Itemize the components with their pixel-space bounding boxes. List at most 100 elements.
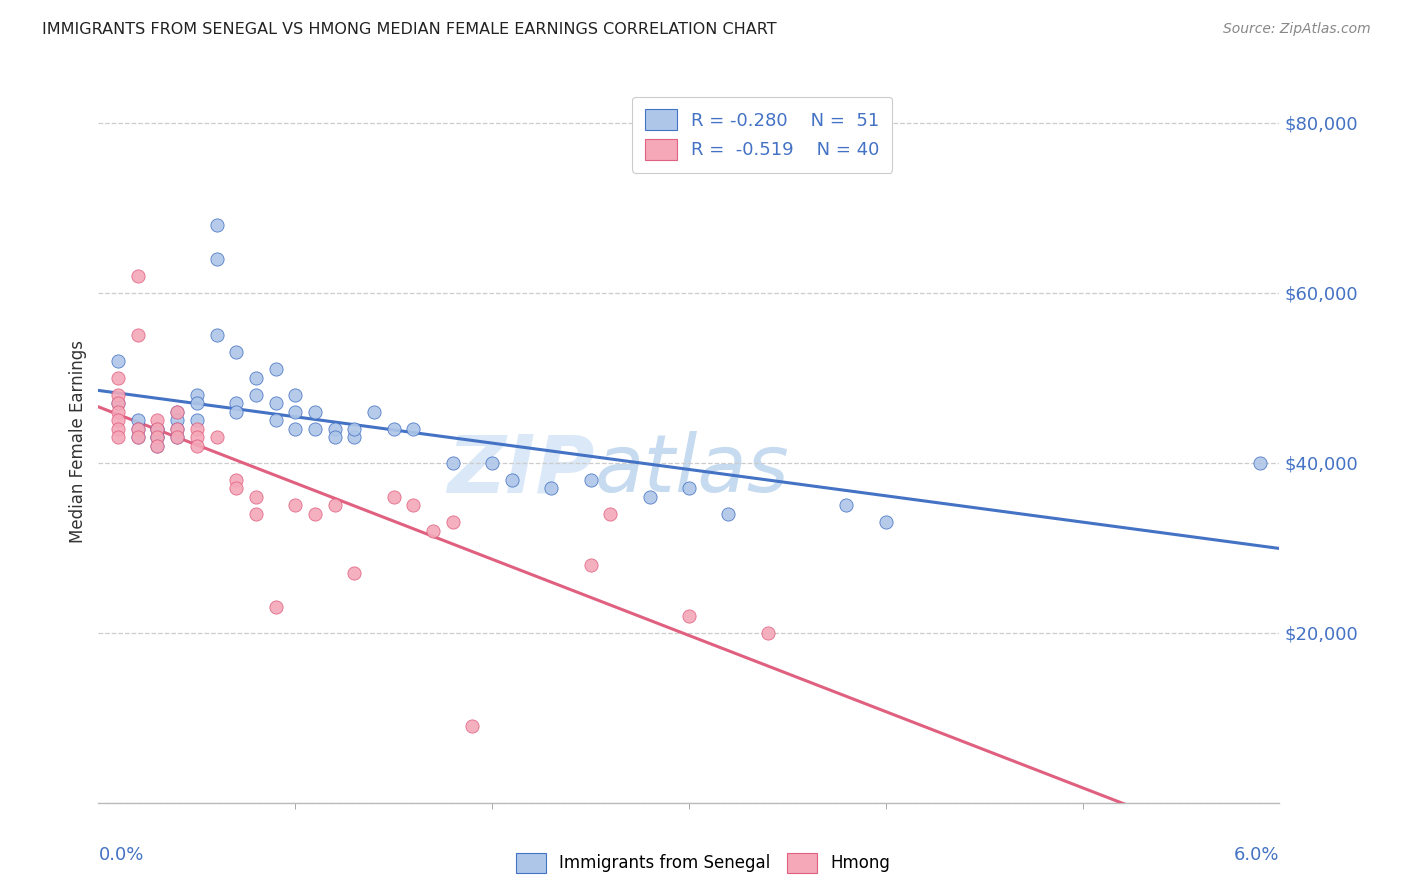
Point bbox=[284, 422, 307, 436]
Point bbox=[304, 422, 326, 436]
Point bbox=[107, 371, 129, 385]
Text: 0.0%: 0.0% bbox=[98, 847, 143, 864]
Point bbox=[756, 625, 779, 640]
Point bbox=[127, 422, 149, 436]
Point bbox=[599, 507, 621, 521]
Point bbox=[127, 422, 149, 436]
Point bbox=[205, 328, 228, 343]
Point bbox=[422, 524, 444, 538]
Legend: R = -0.280    N =  51, R =  -0.519    N = 40: R = -0.280 N = 51, R = -0.519 N = 40 bbox=[631, 96, 893, 172]
Point bbox=[127, 328, 149, 343]
Point bbox=[245, 371, 267, 385]
Point bbox=[166, 422, 188, 436]
Point bbox=[717, 507, 740, 521]
Point bbox=[146, 430, 169, 444]
Point bbox=[363, 405, 385, 419]
Point bbox=[264, 362, 287, 376]
Text: 6.0%: 6.0% bbox=[1234, 847, 1279, 864]
Point bbox=[205, 218, 228, 232]
Point bbox=[540, 481, 562, 495]
Y-axis label: Median Female Earnings: Median Female Earnings bbox=[69, 340, 87, 543]
Point bbox=[146, 439, 169, 453]
Point bbox=[264, 600, 287, 615]
Point bbox=[107, 353, 129, 368]
Point bbox=[461, 719, 484, 733]
Point bbox=[304, 507, 326, 521]
Point bbox=[127, 268, 149, 283]
Point bbox=[225, 473, 247, 487]
Point bbox=[225, 405, 247, 419]
Point bbox=[264, 413, 287, 427]
Point bbox=[343, 430, 366, 444]
Point bbox=[835, 498, 858, 512]
Point bbox=[146, 430, 169, 444]
Point bbox=[382, 422, 405, 436]
Point bbox=[186, 396, 208, 410]
Point bbox=[166, 413, 188, 427]
Point bbox=[166, 405, 188, 419]
Point bbox=[678, 608, 700, 623]
Point bbox=[205, 430, 228, 444]
Legend: Immigrants from Senegal, Hmong: Immigrants from Senegal, Hmong bbox=[509, 847, 897, 880]
Point bbox=[481, 456, 503, 470]
Point bbox=[579, 473, 602, 487]
Point bbox=[225, 481, 247, 495]
Point bbox=[186, 388, 208, 402]
Point bbox=[638, 490, 661, 504]
Point bbox=[127, 430, 149, 444]
Point bbox=[678, 481, 700, 495]
Point bbox=[245, 490, 267, 504]
Point bbox=[127, 413, 149, 427]
Point bbox=[186, 422, 208, 436]
Point bbox=[107, 422, 129, 436]
Point bbox=[166, 430, 188, 444]
Point bbox=[284, 388, 307, 402]
Text: ZIP: ZIP bbox=[447, 432, 595, 509]
Point bbox=[501, 473, 523, 487]
Point bbox=[166, 430, 188, 444]
Point bbox=[107, 413, 129, 427]
Text: IMMIGRANTS FROM SENEGAL VS HMONG MEDIAN FEMALE EARNINGS CORRELATION CHART: IMMIGRANTS FROM SENEGAL VS HMONG MEDIAN … bbox=[42, 22, 776, 37]
Point bbox=[284, 498, 307, 512]
Point bbox=[146, 413, 169, 427]
Point bbox=[441, 516, 464, 530]
Point bbox=[304, 405, 326, 419]
Point bbox=[875, 516, 897, 530]
Point bbox=[146, 422, 169, 436]
Point bbox=[225, 396, 247, 410]
Point bbox=[441, 456, 464, 470]
Point bbox=[166, 405, 188, 419]
Point bbox=[245, 507, 267, 521]
Point bbox=[107, 396, 129, 410]
Point bbox=[166, 422, 188, 436]
Point bbox=[402, 498, 425, 512]
Point bbox=[146, 422, 169, 436]
Point bbox=[186, 439, 208, 453]
Text: Source: ZipAtlas.com: Source: ZipAtlas.com bbox=[1223, 22, 1371, 37]
Point bbox=[245, 388, 267, 402]
Point bbox=[225, 345, 247, 359]
Point bbox=[579, 558, 602, 572]
Point bbox=[186, 430, 208, 444]
Point bbox=[382, 490, 405, 504]
Point bbox=[343, 422, 366, 436]
Text: atlas: atlas bbox=[595, 432, 789, 509]
Point bbox=[107, 430, 129, 444]
Point bbox=[107, 388, 129, 402]
Point bbox=[186, 413, 208, 427]
Point bbox=[127, 430, 149, 444]
Point bbox=[323, 498, 346, 512]
Point bbox=[402, 422, 425, 436]
Point bbox=[107, 405, 129, 419]
Point bbox=[284, 405, 307, 419]
Point bbox=[205, 252, 228, 266]
Point bbox=[107, 396, 129, 410]
Point bbox=[343, 566, 366, 581]
Point bbox=[1249, 456, 1271, 470]
Point bbox=[146, 439, 169, 453]
Point bbox=[146, 422, 169, 436]
Point bbox=[146, 430, 169, 444]
Point bbox=[323, 430, 346, 444]
Point bbox=[264, 396, 287, 410]
Point bbox=[323, 422, 346, 436]
